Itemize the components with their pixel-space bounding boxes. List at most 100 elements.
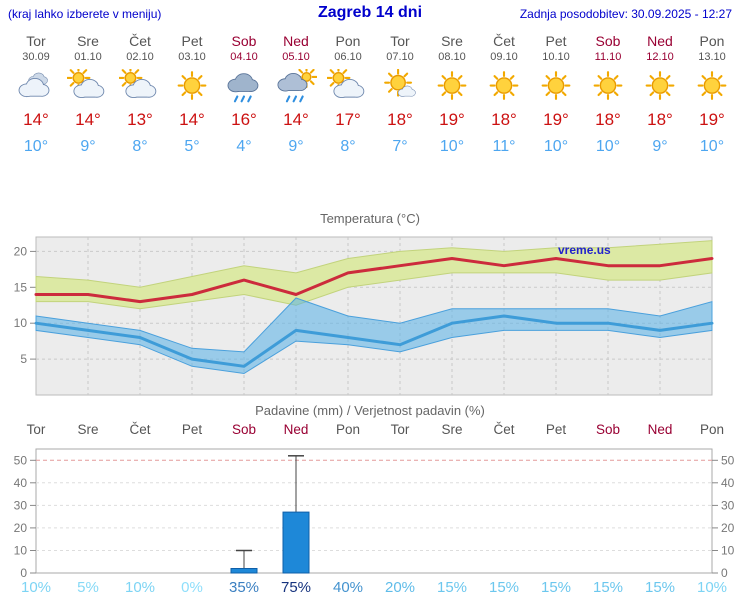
temperature-plot: 5 10 15 20 bbox=[14, 236, 714, 396]
day-high-temp: 14° bbox=[179, 110, 205, 129]
day-name: Sob bbox=[231, 33, 257, 49]
day-high-temp: 18° bbox=[387, 110, 413, 129]
precip-probability: 15% bbox=[540, 579, 572, 596]
day-date: 05.10 bbox=[282, 51, 310, 63]
day-name: Sre bbox=[441, 33, 463, 49]
day-high-temp: 19° bbox=[439, 110, 465, 129]
last-update: Zadnja posodobitev: 30.09.2025 - 12:27 bbox=[519, 7, 732, 21]
temperature-chart: 5 10 15 20 bbox=[0, 229, 740, 401]
precip-probability: 75% bbox=[280, 579, 312, 596]
day-date: 06.10 bbox=[334, 51, 362, 63]
svg-text:10: 10 bbox=[721, 544, 735, 558]
page-title: Zagreb 14 dni bbox=[317, 4, 423, 21]
precip-day-label: Tor bbox=[390, 422, 410, 437]
day-high-temp: 16° bbox=[231, 110, 257, 129]
svg-text:20: 20 bbox=[721, 521, 735, 535]
precip-probability: 15% bbox=[488, 579, 520, 596]
day-low-temp: 4° bbox=[236, 138, 252, 155]
partly-sunny-icon bbox=[62, 65, 114, 105]
precip-day-label: Pon bbox=[335, 422, 361, 437]
day-cell: Pon 13.10 19° 10° bbox=[686, 33, 738, 157]
precip-probability: 15% bbox=[436, 579, 468, 596]
day-cell: Pet 10.10 19° 10° bbox=[530, 33, 582, 157]
day-low-temp: 11° bbox=[492, 138, 516, 155]
cloudy-icon bbox=[10, 69, 62, 105]
day-date: 11.10 bbox=[594, 51, 622, 63]
day-low-temp: 10° bbox=[23, 138, 49, 155]
day-cell: Ned 12.10 18° 9° bbox=[634, 33, 686, 157]
precip-day-label: Ned bbox=[647, 422, 673, 437]
precip-day-label: Ned bbox=[283, 422, 309, 437]
day-low-temp: 8° bbox=[132, 138, 148, 155]
day-high-temp: 19° bbox=[699, 110, 725, 129]
day-low-temp: 10° bbox=[439, 138, 465, 155]
day-name: Tor bbox=[390, 33, 410, 49]
sunny-icon bbox=[530, 69, 582, 105]
menu-hint: (kraj lahko izberete v meniju) bbox=[8, 7, 162, 21]
precip-day-labels: Tor Sre Čet Pet Sob Ned Pon Tor Sre Čet Pet Sob Ned P… bbox=[10, 422, 738, 437]
day-cell: Sre 01.10 14° 9° bbox=[62, 33, 114, 157]
svg-text:50: 50 bbox=[14, 453, 28, 467]
day-name: Ned bbox=[283, 33, 309, 49]
day-cell: Tor 30.09 14° 10° bbox=[10, 33, 62, 157]
day-low-temp: 7° bbox=[392, 138, 408, 155]
precip-probability-row: 10% 5% 10% 0% 35% 75% 40% 20% 15% 15% 15% 15% 15% 10% bbox=[10, 579, 738, 596]
svg-text:40: 40 bbox=[14, 476, 28, 490]
day-date: 10.10 bbox=[542, 51, 570, 63]
precip-probability: 10% bbox=[124, 579, 156, 596]
day-high-temp: 18° bbox=[647, 110, 673, 129]
day-name: Pon bbox=[335, 33, 361, 49]
partly-sunny-icon bbox=[114, 65, 166, 105]
svg-text:30: 30 bbox=[721, 498, 735, 512]
sunny-icon bbox=[686, 69, 738, 105]
precip-day-label: Čet bbox=[129, 422, 151, 437]
precipitation-plot: 0 0 10 10 20 20 30 30 40 40 50 50 bbox=[14, 448, 735, 580]
day-cell: Sob 11.10 18° 10° bbox=[582, 33, 634, 157]
day-date: 07.10 bbox=[386, 51, 414, 63]
day-date: 09.10 bbox=[490, 51, 518, 63]
day-date: 01.10 bbox=[74, 51, 102, 63]
precip-probability: 20% bbox=[384, 579, 416, 596]
day-low-temp: 9° bbox=[80, 138, 96, 155]
day-name: Tor bbox=[26, 33, 46, 49]
precip-probability: 10% bbox=[696, 579, 728, 596]
precip-day-label: Sob bbox=[595, 422, 621, 437]
day-date: 08.10 bbox=[438, 51, 466, 63]
svg-text:10: 10 bbox=[14, 316, 28, 330]
day-low-temp: 8° bbox=[340, 138, 356, 155]
day-cell: Pon 06.10 17° 8° bbox=[322, 33, 374, 157]
precipitation-chart-title: Padavine (mm) / Verjetnost padavin (%) bbox=[255, 403, 485, 418]
sunny-icon bbox=[634, 69, 686, 105]
day-high-temp: 18° bbox=[595, 110, 621, 129]
day-low-temp: 9° bbox=[288, 138, 304, 155]
sunny-icon bbox=[478, 69, 530, 105]
day-name: Ned bbox=[647, 33, 673, 49]
day-low-temp: 9° bbox=[652, 138, 668, 155]
sun-rain-icon bbox=[270, 65, 322, 105]
svg-text:50: 50 bbox=[721, 453, 735, 467]
day-date: 02.10 bbox=[126, 51, 154, 63]
svg-text:5: 5 bbox=[20, 352, 27, 366]
day-high-temp: 14° bbox=[283, 110, 309, 129]
svg-text:0: 0 bbox=[721, 566, 728, 580]
day-high-temp: 14° bbox=[75, 110, 101, 129]
precip-day-label: Pet bbox=[545, 422, 567, 437]
svg-text:20: 20 bbox=[14, 244, 28, 258]
sunny-icon bbox=[582, 69, 634, 105]
day-cell: Ned 05.10 14° 9° bbox=[270, 33, 322, 157]
day-date: 13.10 bbox=[698, 51, 726, 63]
day-cell: Sob 04.10 16° 4° bbox=[218, 33, 270, 157]
precip-day-label: Pet bbox=[181, 422, 203, 437]
day-high-temp: 13° bbox=[127, 110, 153, 129]
day-date: 30.09 bbox=[22, 51, 50, 63]
precip-day-label: Čet bbox=[493, 422, 515, 437]
day-low-temp: 10° bbox=[595, 138, 621, 155]
rain-icon bbox=[218, 69, 270, 105]
precip-day-label: Pon bbox=[699, 422, 725, 437]
precip-probability: 0% bbox=[181, 579, 203, 596]
day-high-temp: 17° bbox=[335, 110, 361, 129]
svg-text:0: 0 bbox=[20, 566, 27, 580]
day-cell: Čet 02.10 13° 8° bbox=[114, 33, 166, 157]
day-cell: Pet 03.10 14° 5° bbox=[166, 33, 218, 157]
mostly-sunny-icon bbox=[374, 68, 426, 105]
